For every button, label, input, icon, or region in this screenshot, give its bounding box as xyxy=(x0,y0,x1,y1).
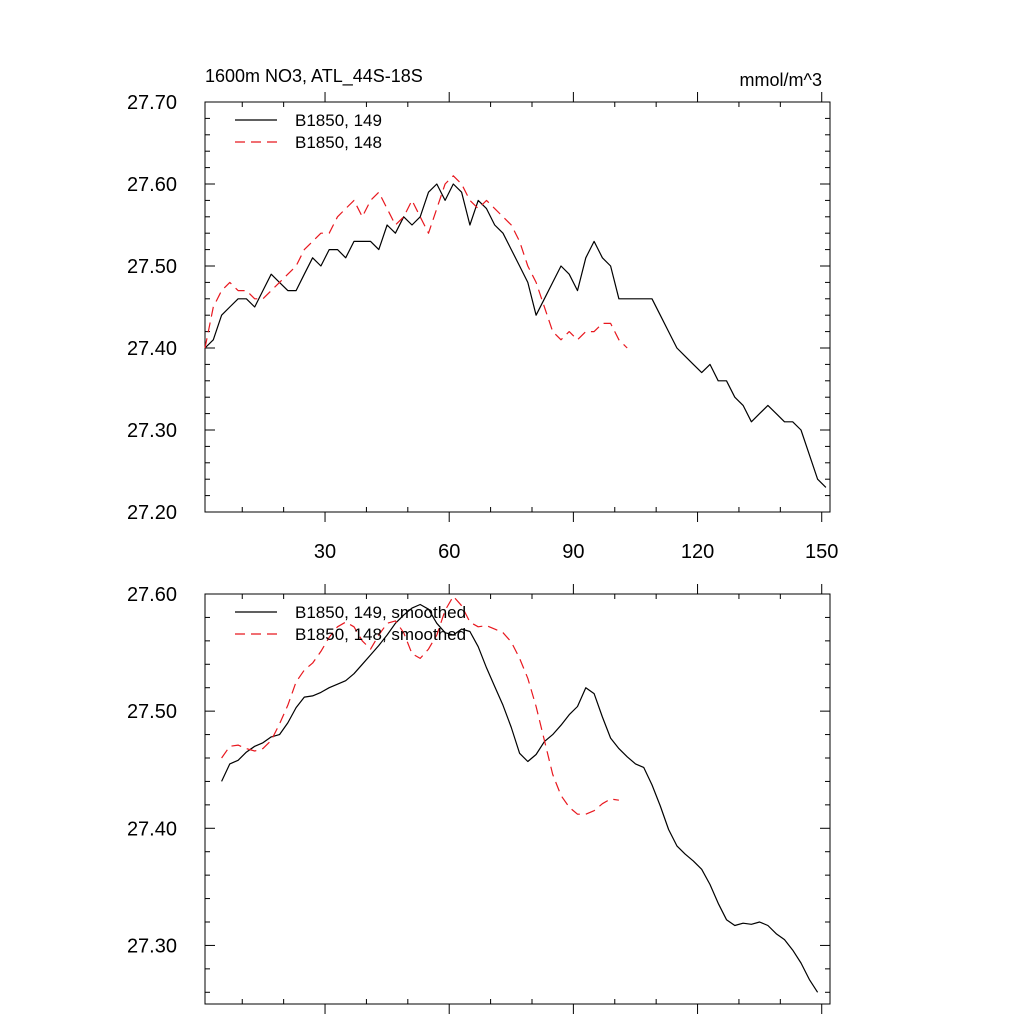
y-tick-label: 27.40 xyxy=(127,818,177,840)
y-tick-label: 27.40 xyxy=(127,338,177,360)
series-line-149 xyxy=(221,603,819,993)
y-tick-label: 27.50 xyxy=(127,256,177,278)
top-panel-units: mmol/m^3 xyxy=(740,70,822,90)
top-legend-label-148: B1850, 148 xyxy=(295,133,382,152)
y-tick-label: 27.30 xyxy=(127,935,177,957)
y-tick-label: 27.70 xyxy=(127,92,177,114)
top-panel-title: 1600m NO3, ATL_44S-18S xyxy=(205,66,423,87)
y-tick-label: 27.60 xyxy=(127,174,177,196)
top-panel: 1600m NO3, ATL_44S-18S mmol/m^3 27.2027.… xyxy=(127,66,838,563)
series-line-148 xyxy=(221,595,619,815)
bottom-legend-label-149: B1850, 149, smoothed xyxy=(295,603,466,622)
x-tick-label: 120 xyxy=(681,541,714,563)
x-tick-label: 90 xyxy=(562,541,584,563)
series-line-148 xyxy=(204,175,628,349)
bottom-panel-legend: B1850, 149, smoothed B1850, 148, smoothe… xyxy=(235,603,466,644)
top-panel-lines xyxy=(204,175,827,488)
bottom-panel-ticks: 27.30 27.40 27.50 27.60 xyxy=(127,584,830,1014)
y-tick-label: 27.50 xyxy=(127,701,177,723)
top-legend-label-149: B1850, 149 xyxy=(295,111,382,130)
x-tick-label: 150 xyxy=(805,541,838,563)
series-line-149 xyxy=(204,183,827,488)
y-tick-label: 27.60 xyxy=(127,584,177,606)
bottom-panel: 27.30 27.40 27.50 27.60 B1850, 149, smoothe… xyxy=(127,584,831,1014)
bottom-panel-lines xyxy=(221,595,819,993)
top-panel-ticks: 27.20 27.30 27.40 27.50 27.60 27.70 30 60 90 120 1… xyxy=(127,92,838,563)
x-tick-label: 60 xyxy=(438,541,460,563)
x-tick-label: 30 xyxy=(314,541,336,563)
top-panel-legend: B1850, 149 B1850, 148 xyxy=(235,111,382,152)
y-tick-label: 27.20 xyxy=(127,502,177,524)
bottom-legend-label-148: B1850, 148, smoothed xyxy=(295,625,466,644)
y-tick-label: 27.30 xyxy=(127,420,177,442)
bottom-panel-frame xyxy=(204,593,831,1005)
top-panel-frame xyxy=(204,101,831,513)
